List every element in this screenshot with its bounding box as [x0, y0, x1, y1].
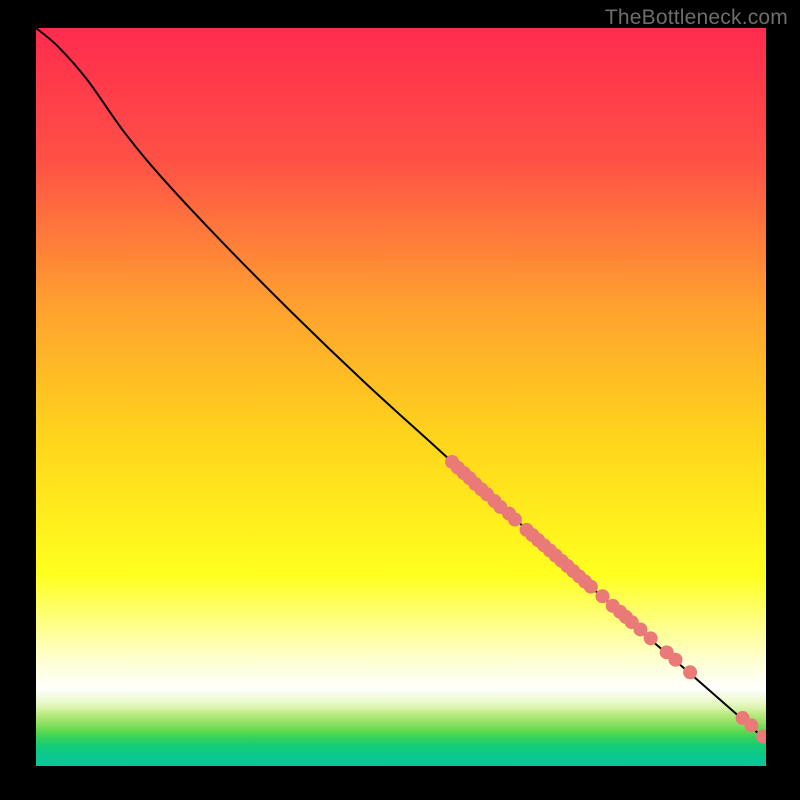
data-marker [744, 718, 758, 732]
data-marker [595, 589, 609, 603]
data-marker [683, 665, 697, 679]
chart-svg [36, 28, 766, 766]
data-marker [508, 513, 522, 527]
data-marker [668, 653, 682, 667]
data-marker [584, 580, 598, 594]
data-marker [644, 631, 658, 645]
chart-frame: TheBottleneck.com [0, 0, 800, 800]
plot-area [36, 28, 766, 766]
watermark-text: TheBottleneck.com [605, 6, 788, 30]
gradient-background [36, 28, 766, 766]
